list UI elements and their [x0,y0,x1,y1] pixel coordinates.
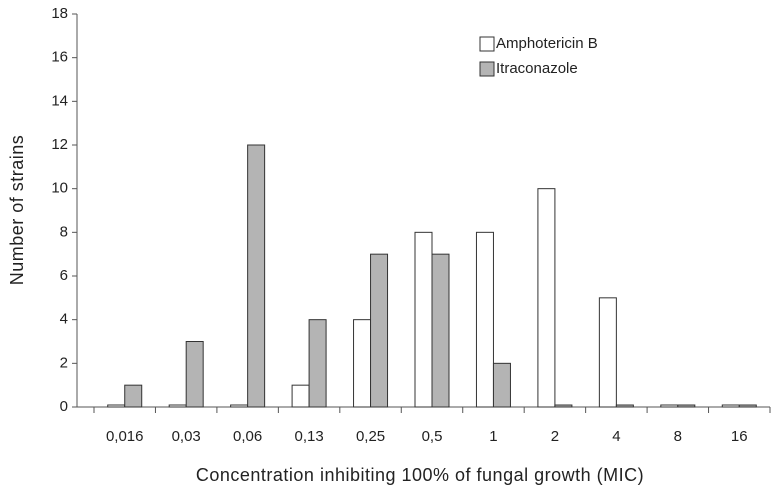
x-axis-title: Concentration inhibiting 100% of fungal … [196,465,644,485]
bar [185,341,204,408]
bar [414,231,433,408]
x-tick-label: 4 [612,428,620,445]
legend-label: Amphotericin B [496,35,598,52]
bar [168,404,187,408]
bar [230,404,249,408]
x-tick-label: 0,13 [294,428,323,445]
bar [124,384,143,408]
bar [107,404,126,408]
bar [615,404,634,408]
x-tick-label: 0,25 [356,428,385,445]
y-tick-label: 18 [51,5,68,22]
bar [353,319,372,408]
bar [247,144,266,408]
x-tick-label: 16 [731,428,748,445]
y-tick-label: 10 [51,180,68,197]
legend-swatch [479,36,495,52]
bar [492,362,511,408]
bar [677,404,696,408]
legend-swatch [479,61,495,77]
bar [598,297,617,408]
x-tick-label: 0,5 [422,428,443,445]
bar [370,253,389,408]
x-tick-label: 1 [489,428,497,445]
x-tick-label: 0,03 [172,428,201,445]
y-tick-label: 0 [60,398,68,415]
y-tick-label: 8 [60,223,68,240]
bar [554,404,573,408]
y-tick-label: 12 [51,136,68,153]
y-axis-title: Number of strains [7,135,27,286]
y-tick-label: 2 [60,354,68,371]
x-tick-label: 0,016 [106,428,144,445]
y-tick-label: 6 [60,267,68,284]
y-tick-label: 14 [51,92,68,109]
bar [431,253,450,408]
x-tick-label: 0,06 [233,428,262,445]
bar [291,384,310,408]
bar [660,404,679,408]
legend-label: Itraconazole [496,60,578,77]
bar [721,404,740,408]
bar [475,231,494,408]
bar [738,404,757,408]
bar [537,188,556,408]
bar [308,319,327,408]
y-tick-label: 16 [51,49,68,66]
x-tick-label: 2 [551,428,559,445]
y-tick-label: 4 [60,311,68,328]
x-tick-label: 8 [674,428,682,445]
